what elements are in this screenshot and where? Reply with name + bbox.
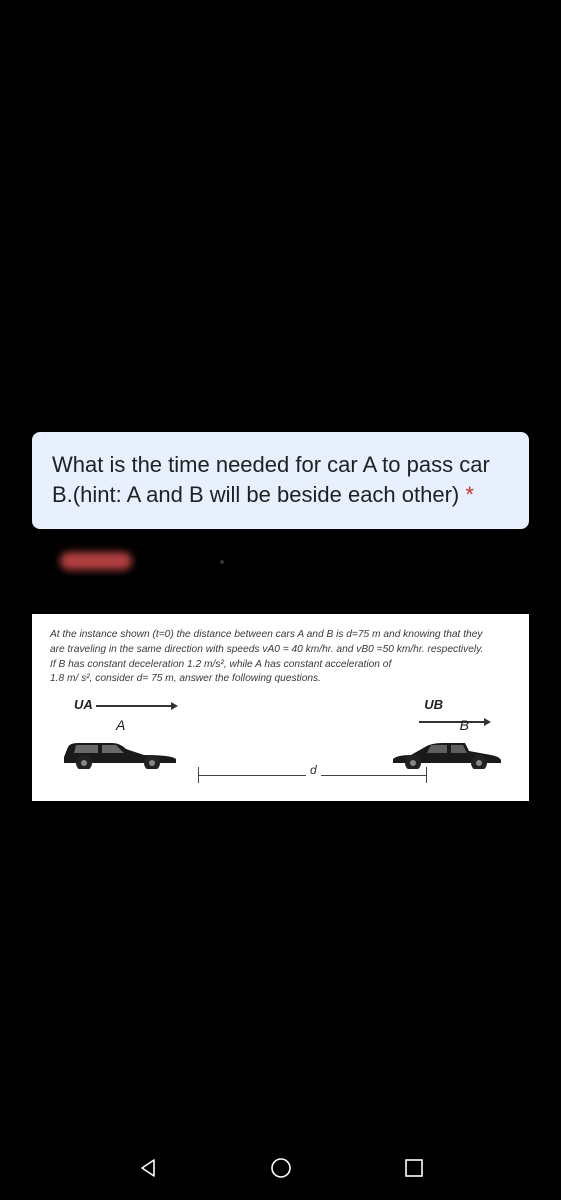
question-text: What is the time needed for car A to pas… bbox=[52, 450, 509, 509]
problem-line-4: 1.8 m/ s², consider d= 75 m, answer the … bbox=[50, 672, 511, 687]
back-triangle-icon[interactable] bbox=[137, 1157, 159, 1179]
problem-text: At the instance shown (t=0) the distance… bbox=[50, 628, 511, 687]
recent-square-icon[interactable] bbox=[403, 1157, 425, 1179]
car-a-icon bbox=[54, 735, 184, 769]
problem-line-2: are traveling in the same direction with… bbox=[50, 643, 511, 658]
required-asterisk: * bbox=[465, 482, 474, 507]
question-body: What is the time needed for car A to pas… bbox=[52, 452, 490, 507]
problem-line-1: At the instance shown (t=0) the distance… bbox=[50, 628, 511, 643]
home-circle-icon[interactable] bbox=[269, 1156, 293, 1180]
redaction-smudge bbox=[60, 552, 132, 570]
label-a: A bbox=[116, 717, 125, 733]
android-navbar bbox=[0, 1136, 561, 1200]
problem-line-3: If B has constant deceleration 1.2 m/s²,… bbox=[50, 658, 511, 673]
label-b: B bbox=[460, 717, 469, 733]
label-ua: UA bbox=[74, 697, 93, 712]
car-b-icon bbox=[387, 735, 507, 769]
screen: What is the time needed for car A to pas… bbox=[0, 0, 561, 1200]
label-d: d bbox=[306, 763, 321, 777]
arrow-ub bbox=[419, 721, 485, 723]
cars-diagram: UA UB A B d bbox=[50, 693, 511, 801]
d-tick-right bbox=[426, 767, 427, 783]
question-card: What is the time needed for car A to pas… bbox=[32, 432, 529, 529]
label-ub: UB bbox=[424, 697, 443, 712]
stray-dot bbox=[220, 560, 224, 564]
arrow-ua bbox=[96, 705, 172, 707]
problem-card: At the instance shown (t=0) the distance… bbox=[32, 614, 529, 801]
